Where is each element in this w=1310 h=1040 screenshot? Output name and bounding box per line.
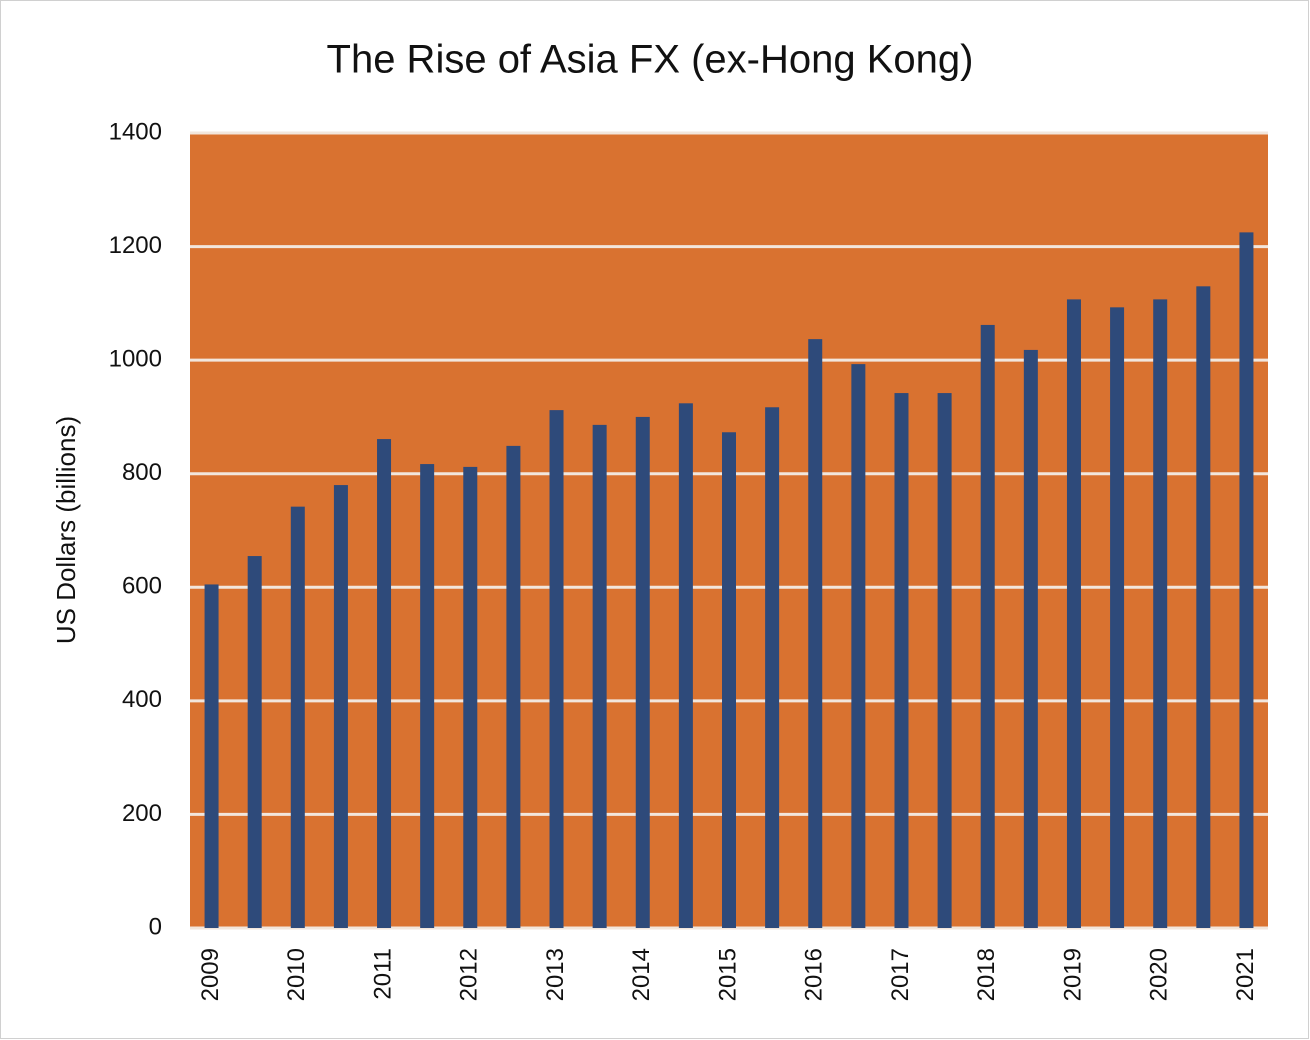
bar — [1153, 299, 1168, 928]
bar — [204, 584, 219, 928]
x-tick-label: 2012 — [456, 948, 483, 1001]
bar — [247, 556, 262, 928]
y-tick-label: 200 — [122, 800, 162, 827]
bar — [377, 439, 392, 928]
bar — [851, 364, 866, 928]
x-tick-label: 2013 — [542, 948, 569, 1001]
y-tick-label: 1000 — [109, 345, 162, 372]
bar — [1239, 232, 1254, 928]
bar — [894, 393, 909, 928]
x-tick-label: 2009 — [197, 948, 224, 1001]
y-tick-label: 600 — [122, 573, 162, 600]
bar — [808, 339, 823, 928]
bar — [290, 506, 305, 928]
bar — [1066, 299, 1081, 928]
bar — [1023, 349, 1038, 929]
x-tick-label: 2014 — [628, 948, 655, 1001]
x-tick-label: 2019 — [1059, 948, 1086, 1001]
bar — [506, 445, 521, 928]
y-tick-label: 1200 — [109, 232, 162, 259]
bar — [592, 424, 607, 928]
bar — [420, 464, 435, 928]
y-tick-label: 0 — [149, 913, 162, 940]
bar — [463, 466, 478, 928]
x-tick-label: 2016 — [801, 948, 828, 1001]
bar — [1110, 307, 1125, 928]
x-tick-label: 2020 — [1146, 948, 1173, 1001]
y-tick-label: 800 — [122, 459, 162, 486]
x-tick-label: 2018 — [973, 948, 1000, 1001]
x-tick-label: 2015 — [714, 948, 741, 1001]
bar — [765, 407, 780, 928]
y-axis-label: US Dollars (billions) — [51, 416, 81, 644]
bar — [333, 485, 348, 928]
x-tick-label: 2010 — [283, 948, 310, 1001]
bar — [980, 324, 995, 929]
bar — [937, 393, 952, 928]
bar — [722, 432, 736, 928]
y-tick-label: 1400 — [109, 118, 162, 145]
y-tick-label: 400 — [122, 686, 162, 713]
x-tick-label: 2017 — [887, 948, 914, 1001]
bar — [678, 403, 693, 928]
bar — [1196, 286, 1211, 929]
bar — [635, 416, 650, 928]
chart-title: The Rise of Asia FX (ex-Hong Kong) — [327, 38, 974, 82]
x-tick-label: 2011 — [369, 948, 396, 1000]
bar — [549, 410, 564, 929]
x-tick-label: 2021 — [1232, 948, 1259, 1001]
